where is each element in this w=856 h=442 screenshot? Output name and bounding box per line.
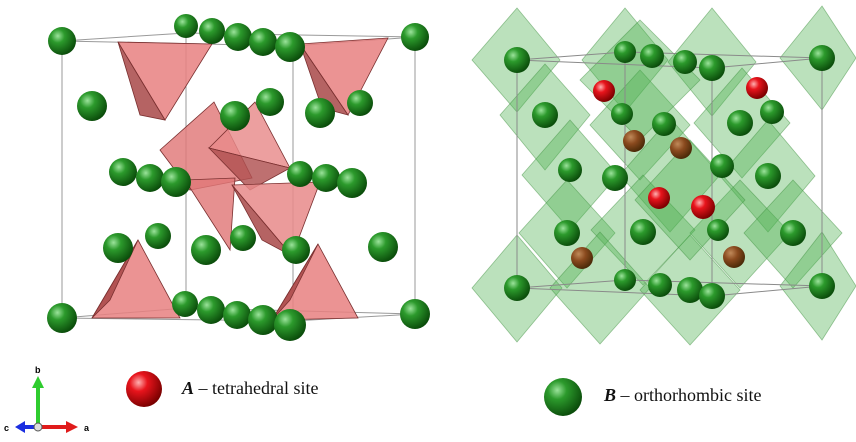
left-structure-panel xyxy=(47,14,430,341)
axis-b-label: b xyxy=(35,365,41,375)
axis-c-label: c xyxy=(4,423,9,433)
legend-a-site: A – tetrahedral site xyxy=(182,378,318,399)
legend-b-text: – orthorhombic site xyxy=(620,385,762,405)
right-b-site-atoms xyxy=(504,41,835,309)
axis-indicator: b a c xyxy=(4,365,90,433)
legend-b-site: B – orthorhombic site xyxy=(604,385,762,406)
left-b-site-atoms xyxy=(47,14,430,341)
axis-a-label: a xyxy=(84,423,90,433)
legend-a-text: – tetrahedral site xyxy=(198,378,319,398)
right-a-site-atoms xyxy=(571,77,768,269)
legend-a-site-sphere xyxy=(126,371,162,407)
right-structure-panel xyxy=(471,5,856,346)
legend-a-symbol: A xyxy=(182,378,195,398)
legend-b-site-sphere xyxy=(544,378,582,416)
legend-b-symbol: B xyxy=(604,385,617,405)
